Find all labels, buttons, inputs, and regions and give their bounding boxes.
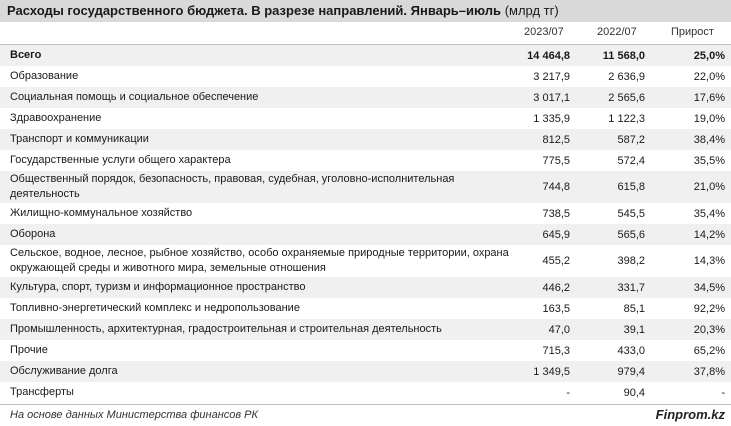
table-row: Жилищно-коммунальное хозяйство 738,5 545,5… — [0, 203, 731, 224]
value-2023: - — [566, 386, 570, 399]
table-row: Общественный порядок, безопасность, прав… — [0, 171, 731, 203]
row-name: Обслуживание долга — [0, 361, 510, 382]
value-growth: 14,3% — [693, 255, 725, 267]
row-name: Образование — [10, 70, 79, 82]
budget-table-body: Всего 14 464,8 11 568,0 25,0% Образование 3 2… — [0, 45, 731, 403]
budget-table: Всего 14 464,8 11 568,0 25,0% Образование 3 2… — [0, 45, 731, 403]
table-title: Расходы государственного бюджета. В разр… — [7, 3, 559, 18]
value-2023: 47,0 — [510, 319, 580, 340]
column-header-growth: Прирост — [671, 26, 714, 38]
row-name: Государственные услуги общего характера — [10, 154, 231, 166]
value-2023: 738,5 — [542, 207, 570, 220]
value-2022: 545,5 — [617, 207, 645, 220]
table-row: Культура, спорт, туризм и информационное… — [0, 277, 731, 298]
footer: На основе данных Министерства финансов Р… — [0, 404, 731, 426]
row-name: Топливно-энергетический комплекс и недро… — [10, 302, 300, 314]
value-growth: 65,2% — [693, 344, 725, 357]
value-2022: 433,0 — [617, 344, 645, 357]
value-2022: 331,7 — [580, 277, 655, 298]
value-2023: 1 349,5 — [510, 361, 580, 382]
title-bar: Расходы государственного бюджета. В разр… — [0, 0, 731, 22]
value-2023: 812,5 — [510, 129, 580, 150]
row-name: Транспорт и коммуникации — [0, 129, 510, 150]
value-2023: 163,5 — [542, 302, 570, 315]
table-row: Транспорт и коммуникации 812,5 587,2 38,4% — [0, 129, 731, 150]
value-2022: 2 636,9 — [608, 70, 645, 83]
row-name: Культура, спорт, туризм и информационное… — [0, 277, 510, 298]
value-growth: 20,3% — [655, 319, 731, 340]
column-header-row: 2023/07 2022/07 Прирост — [0, 22, 731, 45]
value-growth: 25,0% — [655, 45, 731, 66]
value-2023: 455,2 — [542, 255, 570, 267]
value-growth: 37,8% — [655, 361, 731, 382]
value-2022: 565,6 — [580, 224, 655, 245]
value-2023: 14 464,8 — [510, 45, 580, 66]
value-2023: 1 335,9 — [533, 112, 570, 125]
row-name: Жилищно-коммунальное хозяйство — [10, 207, 193, 219]
row-name: Оборона — [0, 224, 510, 245]
value-2023: 715,3 — [542, 344, 570, 357]
row-name: Прочие — [10, 344, 48, 356]
value-2022: 11 568,0 — [580, 45, 655, 66]
value-growth: 19,0% — [693, 112, 725, 125]
value-2023: 775,5 — [542, 154, 570, 167]
value-growth: - — [721, 386, 725, 399]
value-2022: 979,4 — [580, 361, 655, 382]
table-row: Прочие 715,3 433,0 65,2% — [0, 340, 731, 361]
table-row: Социальная помощь и социальное обеспечен… — [0, 87, 731, 108]
value-2022: 398,2 — [617, 255, 645, 267]
value-growth: 34,5% — [655, 277, 731, 298]
table-title-unit: (млрд тг) — [504, 3, 559, 18]
table-row: Сельское, водное, лесное, рыбное хозяйст… — [0, 245, 731, 277]
value-growth: 21,0% — [655, 171, 731, 203]
value-2022: 90,4 — [623, 386, 645, 399]
value-growth: 35,4% — [693, 207, 725, 220]
row-name: Сельское, водное, лесное, рыбное хозяйст… — [10, 247, 509, 274]
value-2023: 645,9 — [510, 224, 580, 245]
column-header-2022: 2022/07 — [597, 26, 637, 38]
table-row: Оборона 645,9 565,6 14,2% — [0, 224, 731, 245]
table-row: Государственные услуги общего характера 7… — [0, 150, 731, 171]
source-note: На основе данных Министерства финансов Р… — [10, 409, 258, 421]
row-name: Здравоохранение — [10, 112, 102, 124]
row-name: Всего — [0, 45, 510, 66]
value-growth: 22,0% — [693, 70, 725, 83]
value-2022: 85,1 — [623, 302, 645, 315]
value-growth: 38,4% — [655, 129, 731, 150]
value-2023: 3 017,1 — [510, 87, 580, 108]
value-growth: 35,5% — [693, 154, 725, 167]
table-row: Промышленность, архитектурная, градостро… — [0, 319, 731, 340]
value-2022: 587,2 — [580, 129, 655, 150]
value-growth: 17,6% — [655, 87, 731, 108]
value-2023: 446,2 — [510, 277, 580, 298]
value-2023: 3 217,9 — [533, 70, 570, 83]
value-2022: 615,8 — [580, 171, 655, 203]
row-name: Социальная помощь и социальное обеспечен… — [0, 87, 510, 108]
brand-logo-text: Finprom.kz — [655, 407, 725, 422]
value-growth: 92,2% — [693, 302, 725, 315]
value-2022: 1 122,3 — [608, 112, 645, 125]
table-row: Образование 3 217,9 2 636,9 22,0% — [0, 66, 731, 87]
table-row: Топливно-энергетический комплекс и недро… — [0, 298, 731, 319]
row-name: Трансферты — [10, 386, 74, 398]
table-row: Трансферты - 90,4 - — [0, 382, 731, 403]
value-2022: 572,4 — [617, 154, 645, 167]
value-2022: 39,1 — [580, 319, 655, 340]
value-2023: 744,8 — [510, 171, 580, 203]
table-row: Всего 14 464,8 11 568,0 25,0% — [0, 45, 731, 66]
column-header-2023: 2023/07 — [524, 26, 564, 38]
table-row: Обслуживание долга 1 349,5 979,4 37,8% — [0, 361, 731, 382]
row-name: Общественный порядок, безопасность, прав… — [0, 171, 510, 203]
table-title-text: Расходы государственного бюджета. В разр… — [7, 3, 502, 18]
value-growth: 14,2% — [655, 224, 731, 245]
value-2022: 2 565,6 — [580, 87, 655, 108]
row-name: Промышленность, архитектурная, градостро… — [0, 319, 510, 340]
table-row: Здравоохранение 1 335,9 1 122,3 19,0% — [0, 108, 731, 129]
